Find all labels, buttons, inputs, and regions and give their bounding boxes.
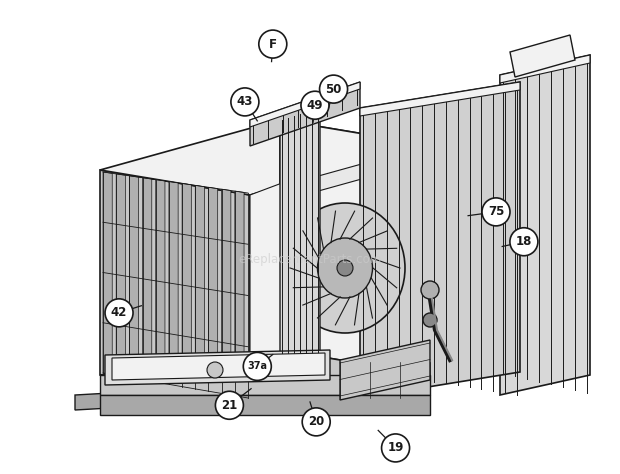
Polygon shape (195, 185, 205, 391)
Polygon shape (103, 172, 112, 374)
Polygon shape (75, 375, 430, 410)
Ellipse shape (317, 238, 373, 298)
Polygon shape (169, 182, 178, 386)
Circle shape (381, 434, 410, 462)
Polygon shape (100, 395, 430, 415)
Polygon shape (280, 120, 430, 375)
Polygon shape (221, 189, 231, 395)
Polygon shape (130, 176, 139, 379)
Polygon shape (100, 350, 430, 400)
Polygon shape (156, 180, 165, 383)
Polygon shape (250, 180, 290, 375)
Ellipse shape (285, 203, 405, 333)
Circle shape (243, 352, 272, 381)
Polygon shape (250, 82, 360, 146)
Circle shape (421, 281, 439, 299)
Text: 43: 43 (237, 95, 253, 109)
Circle shape (319, 75, 348, 103)
Polygon shape (510, 35, 575, 77)
Text: F: F (269, 37, 277, 51)
Polygon shape (500, 55, 590, 83)
Text: 21: 21 (221, 399, 237, 412)
Polygon shape (100, 375, 430, 395)
Polygon shape (208, 187, 218, 393)
Circle shape (302, 408, 330, 436)
Polygon shape (280, 108, 320, 367)
Polygon shape (100, 120, 430, 195)
Polygon shape (360, 82, 520, 116)
Circle shape (301, 91, 329, 119)
Circle shape (207, 362, 223, 378)
Polygon shape (500, 55, 590, 395)
Polygon shape (235, 191, 244, 397)
Text: 42: 42 (111, 306, 127, 319)
Text: eReplacementParts.com: eReplacementParts.com (238, 254, 382, 266)
Text: 19: 19 (388, 441, 404, 455)
Polygon shape (182, 183, 192, 388)
Text: 37a: 37a (247, 361, 267, 372)
Circle shape (423, 313, 437, 327)
Polygon shape (250, 145, 430, 210)
Circle shape (482, 198, 510, 226)
Polygon shape (360, 82, 520, 398)
Circle shape (215, 391, 244, 419)
Polygon shape (340, 340, 430, 400)
Text: 49: 49 (307, 99, 323, 112)
Text: 20: 20 (308, 415, 324, 428)
Polygon shape (250, 82, 360, 127)
Circle shape (105, 299, 133, 327)
Circle shape (231, 88, 259, 116)
Polygon shape (100, 170, 250, 400)
Circle shape (510, 228, 538, 256)
Polygon shape (105, 350, 330, 385)
Text: 50: 50 (326, 82, 342, 96)
Text: 75: 75 (488, 205, 504, 219)
Text: 18: 18 (516, 235, 532, 248)
Polygon shape (116, 174, 125, 377)
Polygon shape (143, 178, 152, 382)
Circle shape (337, 260, 353, 276)
Circle shape (259, 30, 287, 58)
Polygon shape (112, 353, 325, 380)
